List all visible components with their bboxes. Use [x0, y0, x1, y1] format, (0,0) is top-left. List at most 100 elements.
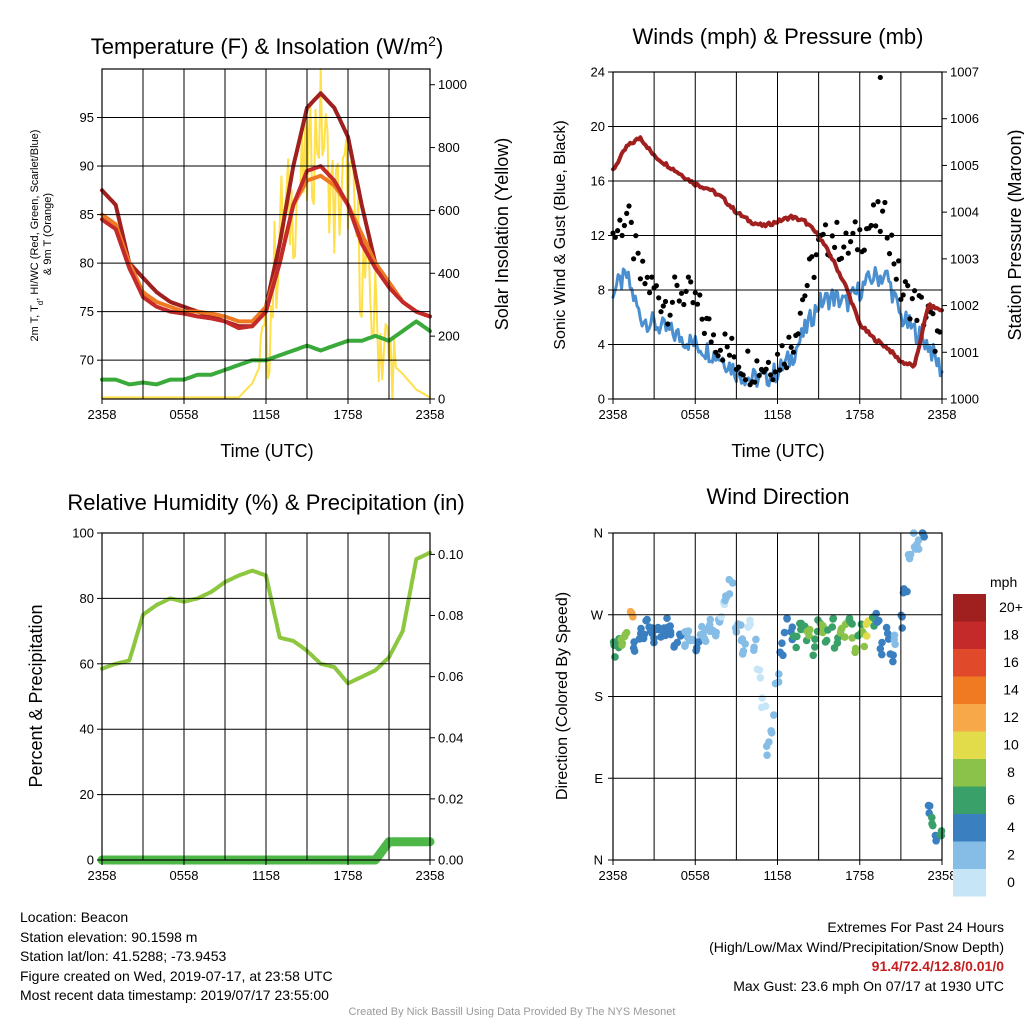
humidity-ytick-left-label: 0 [87, 853, 94, 868]
gust-point [660, 303, 666, 309]
gust-point [843, 230, 849, 236]
legend-swatch [953, 759, 986, 787]
direction-point [837, 626, 845, 634]
legend-swatch [953, 814, 986, 842]
direction-point [725, 575, 733, 584]
humidity-xtick-label: 2358 [88, 868, 117, 883]
winds-ytick-left-label: 16 [591, 174, 605, 189]
max-gust: Max Gust: 23.6 mph On 07/17 at 1930 UTC [733, 977, 1004, 994]
winds-ytick-left-label: 20 [591, 119, 605, 134]
direction-point [889, 651, 897, 659]
direction-point [688, 636, 697, 644]
direction-point [783, 615, 791, 623]
gust-point [873, 223, 879, 229]
direction-point [692, 646, 700, 655]
direction-point [611, 653, 619, 661]
direction-point [741, 640, 749, 648]
gust-point [640, 258, 646, 264]
gust-point [861, 247, 867, 253]
gust-point [891, 261, 897, 267]
gust-point [790, 349, 797, 355]
temperature-ytick-left-label: 80 [80, 256, 94, 271]
winds-ytick-left-label: 4 [598, 337, 605, 352]
temperature-ytick-right-label: 600 [438, 203, 460, 218]
direction-ytick-label: N [594, 526, 603, 541]
gust-point [615, 228, 621, 234]
humidity-ytick-left-label: 80 [80, 591, 94, 606]
direction-point [805, 631, 813, 640]
legend-label: 16 [1003, 654, 1019, 670]
gust-point [637, 276, 644, 282]
temperature-ylabel-right: Solar Insolation (Yellow) [492, 138, 512, 330]
winds-ylabel-right: Station Pressure (Maroon) [1005, 129, 1024, 340]
direction-point [848, 634, 856, 642]
gust-point [626, 203, 632, 209]
gust-point [665, 321, 671, 327]
winds-ytick-right-label: 1006 [950, 111, 979, 126]
direction-point [621, 630, 630, 639]
gust-point [699, 316, 705, 322]
humidity-ytick-right-label: 0.06 [438, 669, 463, 684]
winds-title: Winds (mph) & Pressure (mb) [633, 24, 924, 49]
temperature-ytick-right-label: 200 [438, 329, 460, 344]
gust-point [779, 343, 785, 349]
gust-point [653, 283, 660, 289]
legend-swatch [953, 841, 986, 869]
humidity-ylabel-left: Percent & Precipitation [26, 604, 46, 787]
gust-point [937, 329, 943, 335]
direction-point [846, 617, 854, 626]
gust-point [647, 290, 653, 296]
temperature-xtick-label: 2358 [416, 407, 445, 422]
gust-point [676, 298, 682, 304]
extremes-header: Extremes For Past 24 Hours [827, 919, 1004, 935]
legend-label: 8 [1007, 764, 1015, 780]
legend-label: 4 [1007, 819, 1015, 835]
gust-point [804, 282, 810, 289]
legend-label: 18 [1003, 627, 1019, 643]
direction-point [666, 630, 675, 639]
gust-point [672, 274, 678, 280]
winds-ytick-left-label: 12 [591, 228, 605, 243]
direction-point [780, 628, 789, 637]
figure-created: Figure created on Wed, 2019-07-17, at 23… [20, 967, 333, 984]
station-latlon: Station lat/lon: 41.5288; -73.9453 [20, 948, 227, 964]
winds-ytick-left-label: 24 [591, 65, 605, 80]
direction-point [763, 751, 771, 759]
gust-point [656, 295, 662, 301]
direction-point [876, 645, 885, 653]
direction-point [666, 622, 674, 630]
extremes-info: Extremes For Past 24 Hours (High/Low/Max… [709, 918, 1004, 996]
direction-point [663, 614, 671, 622]
gust-point [909, 296, 915, 302]
humidity-ytick-right-label: 0.08 [438, 608, 463, 623]
gust-point [852, 219, 858, 225]
temperature-ytick-right-label: 400 [438, 266, 460, 281]
gust-point [724, 344, 730, 350]
humidity-ytick-left-label: 40 [80, 722, 94, 737]
direction-point [725, 590, 734, 598]
gust-point [631, 256, 637, 262]
direction-point [929, 821, 937, 830]
gust-point [820, 231, 826, 237]
direction-point [811, 643, 819, 651]
gust-point [642, 281, 648, 287]
gust-point [768, 372, 774, 378]
direction-point [873, 618, 882, 626]
gust-point [644, 274, 650, 280]
gust-point [722, 331, 728, 337]
gust-point [662, 298, 669, 305]
gust-point [635, 250, 641, 256]
direction-xtick-label: 2358 [599, 868, 628, 883]
gust-point [772, 369, 778, 375]
gust-point [667, 312, 673, 318]
gust-point [832, 244, 838, 250]
credit-line: Created By Nick Bassill Using Data Provi… [348, 1006, 676, 1018]
temperature-ytick-left-label: 90 [80, 159, 94, 174]
gust-point [756, 372, 762, 379]
direction-point [889, 657, 897, 666]
direction-point [828, 623, 837, 631]
temperature-xtick-label: 0558 [170, 407, 199, 422]
direction-ytick-label: W [591, 607, 604, 622]
humidity-panel: Relative Humidity (%) & Precipitation (i… [26, 490, 465, 883]
temperature-ytick-right-label: 0 [438, 392, 445, 407]
